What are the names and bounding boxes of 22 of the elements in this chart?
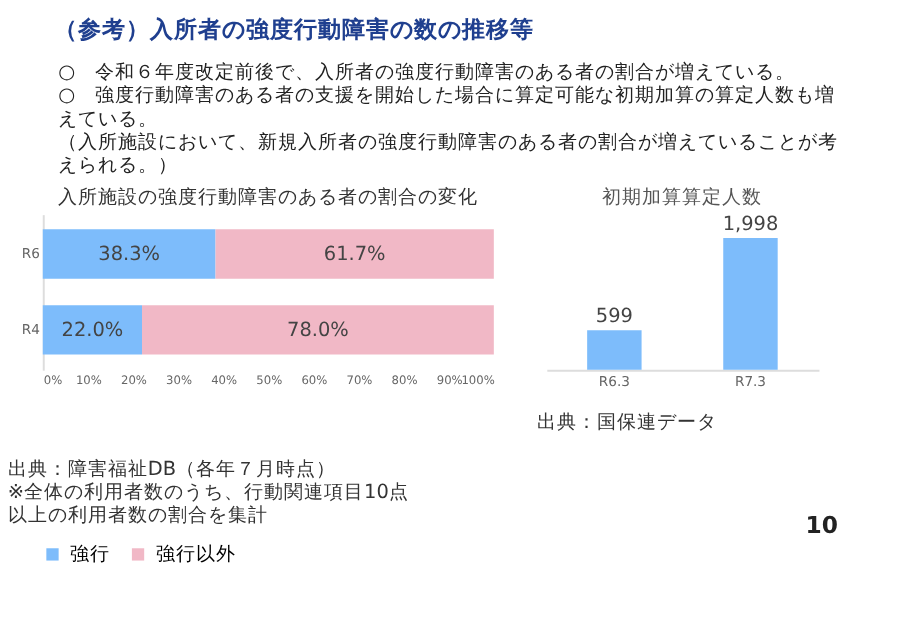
- text: （参考）入所者の強度行動障害の数の推移等: [54, 15, 535, 44]
- text: 10: [805, 511, 838, 540]
- bar: [142, 305, 494, 355]
- source-note: 出典：障害福祉DB（各年７月時点）: [7, 456, 337, 481]
- legend-label: 強行以外: [155, 542, 236, 567]
- data-label: 1,998: [722, 214, 779, 237]
- text: ○ 令和６年度改定前後で、入所者の強度行動障害のある者の割合が増えている。: [58, 60, 796, 85]
- data-label: 78.0%: [287, 319, 349, 342]
- chart-title: 入所施設の強度行動障害のある者の割合の変化: [58, 184, 479, 209]
- bar: [42, 229, 216, 279]
- data-label: 22.0%: [61, 319, 124, 342]
- legend-label: 強行: [69, 542, 110, 567]
- chart-title: 初期加算算定人数: [602, 184, 763, 209]
- data-label: 61.7%: [323, 243, 386, 266]
- bar: [42, 305, 142, 355]
- source-note: 出典：国保連データ: [536, 410, 717, 435]
- data-label: 599: [595, 306, 633, 329]
- bar: [215, 229, 494, 279]
- data-label: 38.3%: [98, 243, 161, 266]
- text: （入所施設において、新規入所者の強度行動障害のある者の割合が増えていることが考えられる。）: [58, 130, 839, 178]
- text: ※全体の利用者数のうち、行動関連項目10点以上の利用者数の割合を集計: [7, 480, 409, 528]
- text: ○ 強度行動障害のある者の支援を開始した場合に算定可能な初期加算の算定人数も増えている。: [58, 83, 836, 131]
